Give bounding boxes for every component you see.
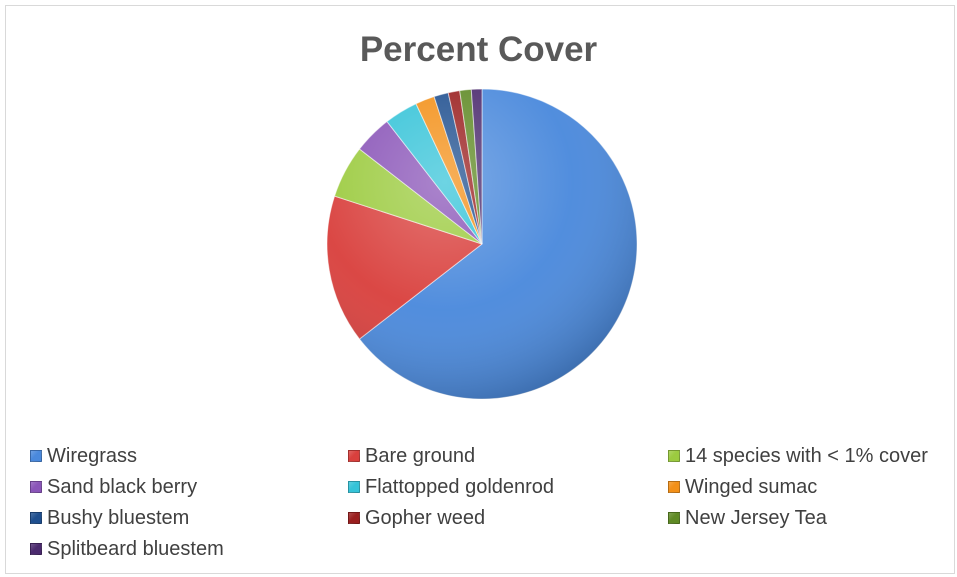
legend-label: Winged sumac — [685, 475, 818, 498]
legend-swatch — [348, 512, 360, 524]
legend-label: Sand black berry — [47, 475, 198, 498]
legend-item: Bare ground — [348, 441, 475, 471]
legend-item: Wiregrass — [30, 441, 137, 471]
legend-swatch — [30, 543, 42, 555]
legend-item: Bushy bluestem — [30, 503, 189, 533]
legend-item: Gopher weed — [348, 503, 485, 533]
chart-title: Percent Cover — [359, 30, 598, 69]
legend-swatch — [348, 450, 360, 462]
legend-item: 14 species with < 1% cover — [668, 441, 928, 471]
legend-label: Wiregrass — [47, 444, 138, 467]
legend-swatch — [30, 450, 42, 462]
legend-swatch — [668, 450, 680, 462]
legend-label: Gopher weed — [365, 506, 486, 529]
legend-label: Bushy bluestem — [47, 506, 190, 529]
legend-label: Flattopped goldenrod — [365, 475, 555, 498]
legend-swatch — [668, 512, 680, 524]
legend-item: Flattopped goldenrod — [348, 472, 554, 502]
legend-swatch — [668, 481, 680, 493]
legend-item: Splitbeard bluestem — [30, 534, 224, 564]
legend-label: Splitbeard bluestem — [47, 537, 224, 560]
legend-item: New Jersey Tea — [668, 503, 827, 533]
legend-item: Sand black berry — [30, 472, 197, 502]
legend-label: 14 species with < 1% cover — [685, 444, 928, 467]
legend-item: Winged sumac — [668, 472, 817, 502]
legend-swatch — [348, 481, 360, 493]
legend-label: New Jersey Tea — [685, 506, 827, 529]
legend-label: Bare ground — [365, 444, 476, 467]
legend-swatch — [30, 512, 42, 524]
pie-slices — [326, 88, 638, 400]
legend-swatch — [30, 481, 42, 493]
